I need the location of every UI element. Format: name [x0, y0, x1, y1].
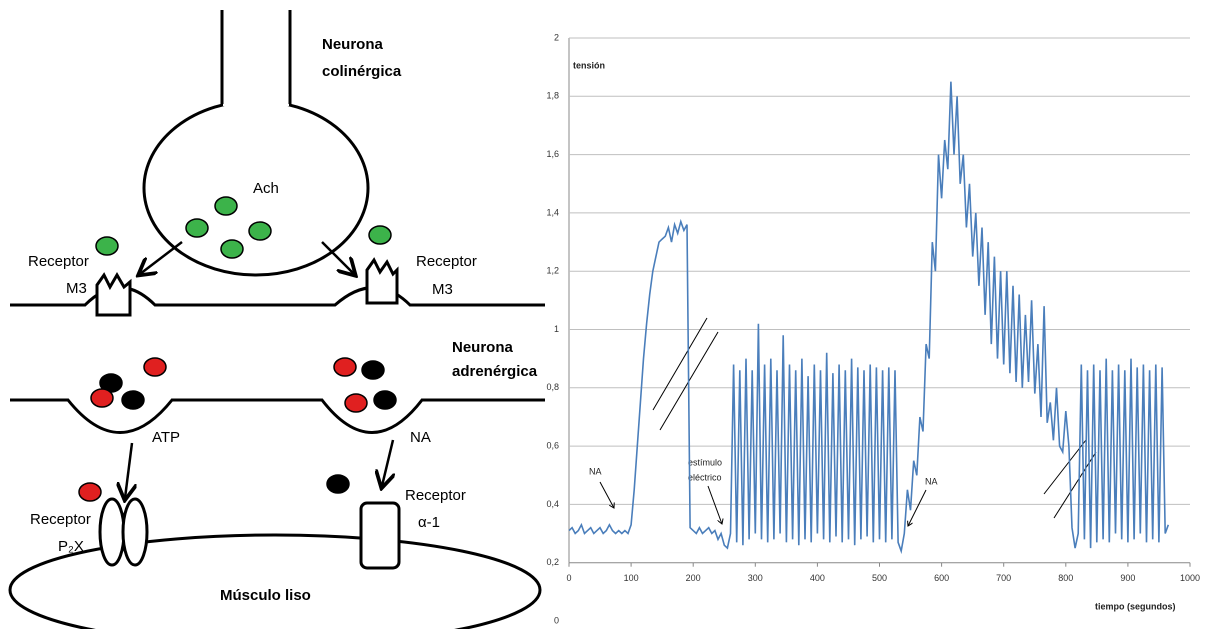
- y-tick-label: 2: [554, 32, 559, 42]
- x-tick-label: 600: [934, 573, 949, 583]
- ach-vesicles: [95, 196, 392, 259]
- x-tick-label: 200: [686, 573, 701, 583]
- label: ATP: [152, 429, 180, 446]
- label: adrenérgica: [452, 363, 538, 380]
- label: colinérgica: [322, 63, 402, 80]
- annotation: eléctrico: [688, 472, 722, 482]
- x-tick-label: 400: [810, 573, 825, 583]
- receptor-a1: [359, 501, 401, 570]
- muscle: [8, 533, 542, 629]
- chart: 1000900800700600500400300200100021,81,61…: [546, 32, 1200, 625]
- label: Neurona: [322, 36, 384, 53]
- membrane: [10, 286, 545, 307]
- arrow: [321, 241, 354, 274]
- x-axis-label: tiempo (segundos): [1095, 601, 1176, 611]
- y-tick-label: 0,8: [546, 382, 559, 392]
- x-tick-label: 700: [996, 573, 1011, 583]
- label: Receptor: [405, 487, 466, 504]
- label: P₂X: [58, 538, 84, 555]
- x-tick-label: 1000: [1180, 573, 1200, 583]
- receptor-m3: [95, 272, 132, 317]
- label: Neurona: [452, 339, 514, 356]
- arrow: [140, 241, 183, 274]
- label: M3: [66, 280, 87, 297]
- y-tick-label: 0,2: [546, 557, 559, 567]
- arrow: [125, 442, 132, 498]
- x-tick-label: 300: [748, 573, 763, 583]
- x-tick-label: 500: [872, 573, 887, 583]
- x-tick-label: 800: [1058, 573, 1073, 583]
- y-tick-label: 1: [554, 324, 559, 334]
- y-tick-label: 1,6: [546, 149, 559, 159]
- diagram: Neurona colinérgica Ach Receptor M3 Rece…: [8, 0, 545, 629]
- x-tick-label: 0: [566, 573, 571, 583]
- label: Receptor: [416, 253, 477, 270]
- label: Receptor: [28, 253, 89, 270]
- label: α-1: [418, 514, 440, 531]
- y-tick-label: 0,4: [546, 499, 559, 509]
- x-tick-label: 900: [1120, 573, 1135, 583]
- y-tick-label: 1,2: [546, 266, 559, 276]
- annotation: NA: [925, 476, 938, 486]
- label: M3: [432, 281, 453, 298]
- label: Músculo liso: [220, 587, 311, 604]
- membrane: [10, 398, 545, 434]
- line: [568, 81, 1170, 555]
- x-tick-label: 100: [624, 573, 639, 583]
- receptor-p2x: [98, 497, 126, 567]
- receptor-m3: [365, 257, 399, 305]
- y-tick-label: 1,8: [546, 91, 559, 101]
- annotation: NA: [589, 466, 602, 476]
- label: Receptor: [30, 511, 91, 528]
- y-tick-label: 0: [554, 615, 559, 625]
- annotation: estímulo: [688, 457, 722, 467]
- y-tick-label: 1,4: [546, 207, 559, 217]
- neck-fill: [223, 0, 289, 106]
- receptor-p2x: [121, 497, 149, 567]
- label: Ach: [253, 180, 279, 197]
- arrow: [382, 439, 393, 486]
- y-tick-label: 0,6: [546, 440, 559, 450]
- vesicles: [78, 357, 397, 502]
- y-axis-label: tensión: [573, 60, 605, 70]
- label: NA: [410, 429, 431, 446]
